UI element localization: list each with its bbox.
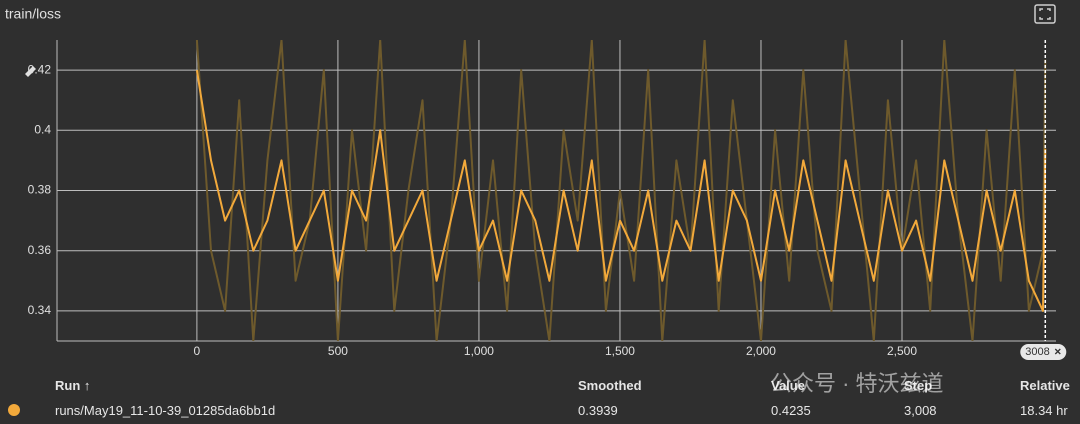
raw-value: 0.4235: [771, 403, 811, 418]
y-tick-label: 0.34: [28, 303, 52, 317]
header-value: Value: [771, 378, 805, 393]
fullscreen-icon[interactable]: [1034, 4, 1056, 24]
y-tick-label: 0.36: [28, 243, 52, 257]
relative-time: 18.34 hr: [1020, 403, 1068, 418]
watermark: 公众号 · 特沃兹道: [770, 371, 944, 396]
y-tick-label: 0.42: [28, 62, 52, 76]
plot-area: [195, 40, 1047, 341]
x-tick-label: 1,000: [464, 344, 494, 358]
hover-close-icon[interactable]: [1054, 348, 1061, 355]
run-color: [8, 404, 20, 416]
header-step: Step: [904, 378, 933, 393]
hover-step-badge: [1020, 344, 1067, 360]
run-name: runs/May19_11-10-39_01285da6bb1d: [55, 403, 276, 418]
smoothed-value: 0.3939: [578, 403, 618, 418]
y-tick-label: 0.4: [34, 122, 51, 136]
chart-title: train/loss: [5, 6, 61, 22]
header-run[interactable]: Run ↑: [55, 378, 91, 393]
x-tick-label: 1,500: [605, 344, 635, 358]
x-tick-label: 2,500: [887, 344, 917, 358]
chart: train/loss 0.34 0.36 0.38 0.4 0.42 0 500 1,000 1…: [5, 4, 1067, 360]
step-value: 3,008: [904, 403, 937, 418]
header-relative: Relative: [1020, 378, 1070, 393]
hover-step-label: 3008: [1025, 346, 1049, 358]
x-tick-label: 500: [328, 344, 348, 358]
y-tick-label: 0.38: [28, 183, 52, 197]
header-smoothed: Smoothed: [578, 378, 642, 393]
series-line: [195, 69, 1047, 312]
x-tick-label: 0: [194, 344, 201, 358]
x-tick-label: 2,000: [746, 344, 776, 358]
pencil-icon[interactable]: [25, 66, 36, 77]
